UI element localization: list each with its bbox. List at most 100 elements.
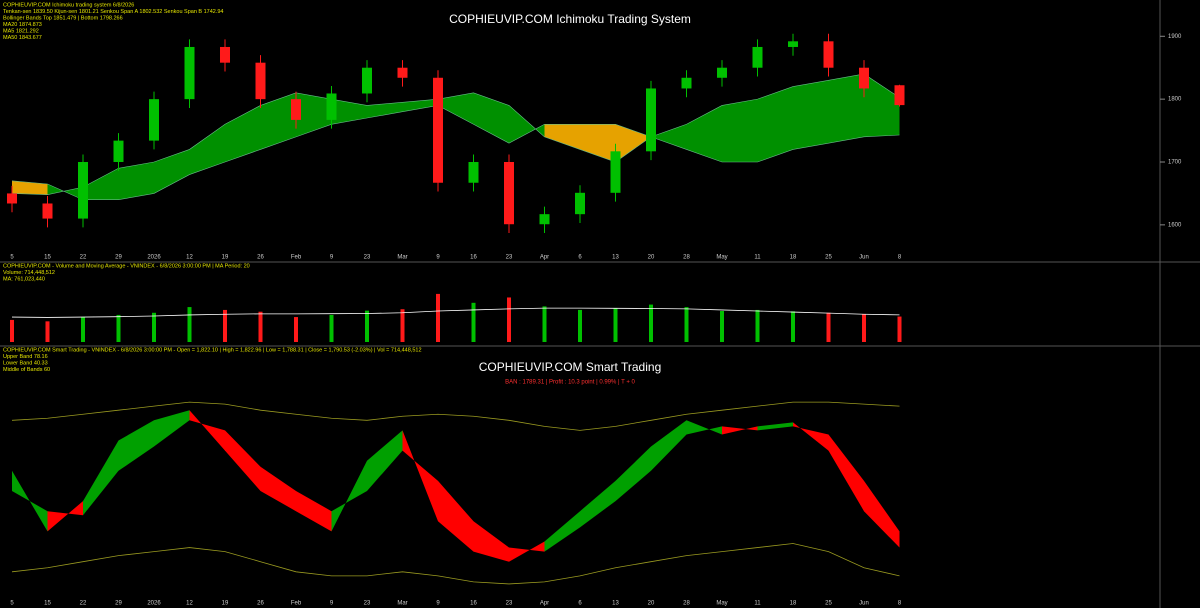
volume-bar — [436, 293, 440, 342]
x-tick-label: 5 — [10, 255, 14, 261]
trend-segment — [296, 491, 332, 532]
volume-bar — [791, 311, 795, 342]
volume-bar — [45, 321, 50, 342]
volume-bar — [187, 307, 192, 342]
y-tick-label: 1900 — [1168, 34, 1182, 40]
trend-segment — [12, 470, 48, 532]
trend-segment — [118, 420, 154, 471]
trend-segment — [651, 420, 687, 471]
volume-bar — [365, 310, 369, 342]
x-tick-label: 29 — [115, 255, 122, 261]
x-tick-label: 6 — [578, 255, 582, 261]
header-line: Upper Band 78.16 — [3, 354, 48, 360]
trend-segment — [509, 541, 545, 562]
volume-ma-line — [11, 307, 900, 318]
trend-segment — [83, 440, 119, 516]
header-line: MA20 1874.873 — [3, 22, 42, 28]
y-tick-label: 1600 — [1168, 222, 1182, 228]
x-tick-label: 23 — [506, 255, 513, 261]
header-line: Bollinger Bands Top 1851.479 | Bottom 17… — [3, 15, 123, 21]
volume-bar — [116, 314, 121, 342]
header-line: Volume: 714,448,512 — [3, 270, 55, 276]
cloud-segment — [615, 124, 651, 162]
trend-segment — [757, 422, 793, 431]
cloud-segment — [402, 99, 438, 112]
x-tick-label: 19 — [222, 255, 229, 261]
cloud-segment — [473, 92, 509, 144]
x-tick-label: 16 — [470, 601, 477, 607]
x-tick-label: 26 — [257, 255, 264, 261]
trend-segment — [686, 420, 722, 435]
x-tick-label: 9 — [436, 601, 440, 607]
header-line: Lower Band 40.33 — [3, 360, 48, 366]
x-tick-label: 28 — [683, 601, 690, 607]
x-tick-label: 8 — [898, 255, 902, 261]
header-line: COPHIEUVIP.COM - Volume and Moving Avera… — [3, 263, 250, 269]
candle-body — [468, 162, 479, 183]
x-tick-label: 29 — [115, 601, 122, 607]
cloud-segment — [509, 105, 545, 144]
candle-body — [220, 46, 230, 63]
candle-body — [539, 214, 550, 225]
x-tick-label: 15 — [44, 601, 51, 607]
cloud-segment — [260, 92, 296, 150]
y-tick-label: 1700 — [1168, 160, 1182, 166]
volume-bar — [400, 309, 405, 342]
cloud-segment — [544, 124, 580, 150]
volume-bar — [223, 309, 227, 342]
trend-segment — [793, 422, 829, 451]
trend-segment — [544, 511, 580, 552]
x-tick-label: 12 — [186, 601, 193, 607]
candle-body — [397, 67, 408, 78]
x-tick-label: 20 — [648, 255, 655, 261]
x-tick-label: 9 — [330, 255, 334, 261]
cloud-line — [11, 73, 900, 195]
candle-body — [894, 85, 905, 106]
header-line: COPHIEUVIP.COM Ichimoku trading system 6… — [3, 2, 134, 8]
x-tick-label: Mar — [397, 601, 407, 607]
candle-body — [326, 93, 337, 120]
volume-bar — [649, 304, 653, 342]
trend-segment — [402, 430, 438, 522]
x-tick-label: 23 — [364, 255, 371, 261]
candle-body — [42, 203, 53, 219]
panel-title: COPHIEUVIP.COM Ichimoku Trading System — [449, 12, 691, 26]
annotation: BAN : 1789.31 | Profit : 10.3 point | 0.… — [505, 380, 635, 386]
x-tick-label: Jun — [859, 601, 869, 607]
volume-bar — [507, 297, 511, 342]
candle-body — [149, 99, 159, 141]
x-tick-label: 11 — [754, 255, 761, 261]
x-tick-label: 9 — [436, 255, 440, 261]
x-tick-label: 18 — [790, 601, 797, 607]
x-tick-label: 23 — [506, 601, 513, 607]
volume-bar — [81, 317, 85, 342]
x-tick-label: 26 — [257, 601, 264, 607]
cloud-segment — [651, 124, 687, 150]
x-tick-label: 28 — [683, 255, 690, 261]
volume-bar — [578, 309, 582, 342]
volume-bar — [258, 311, 263, 342]
x-tick-label: 20 — [648, 601, 655, 607]
candle-body — [7, 193, 17, 204]
volume-bar — [684, 307, 689, 342]
cloud-segment — [12, 180, 48, 195]
trend-segment — [260, 466, 296, 512]
volume-bar — [294, 317, 298, 342]
candle-body — [859, 67, 869, 89]
x-tick-label: 12 — [186, 255, 193, 261]
header-line: MA50 1843.677 — [3, 35, 42, 41]
cloud-segment — [722, 99, 758, 162]
trend-segment — [189, 410, 225, 451]
candle-body — [433, 77, 443, 183]
trend-segment — [331, 460, 367, 532]
cloud-segment — [757, 86, 793, 162]
band-line — [11, 401, 900, 431]
volume-bar — [613, 308, 618, 342]
candle-body — [504, 162, 514, 225]
x-tick-label: May — [716, 255, 727, 261]
x-tick-label: 22 — [80, 255, 87, 261]
cloud-segment — [793, 80, 829, 150]
candle-body — [788, 41, 798, 47]
